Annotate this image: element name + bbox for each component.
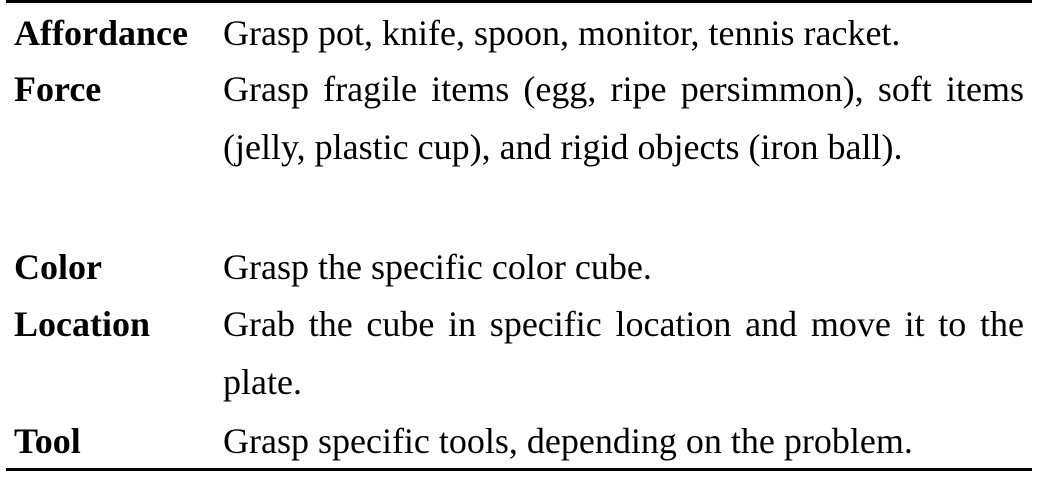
- task-table: Affordance Grasp pot, knife, spoon, moni…: [6, 0, 1032, 472]
- table-bottom-rule: [6, 468, 1032, 471]
- row-category: Color: [14, 247, 102, 287]
- row-category: Tool: [14, 421, 81, 461]
- row-description: Grasp specific tools, depending on the p…: [223, 421, 913, 461]
- row-description: Grab the cube in specific location and m…: [223, 304, 1024, 402]
- row-category: Location: [14, 304, 151, 344]
- row-description: Grasp the specific color cube.: [223, 247, 652, 287]
- table-top-rule: [6, 0, 1032, 3]
- row-description: Grasp pot, knife, spoon, monitor, tennis…: [223, 13, 901, 53]
- row-category: Force: [14, 69, 102, 109]
- row-description: Grasp fragile items (egg, ripe persimmon…: [223, 69, 1024, 167]
- row-category: Affordance: [14, 13, 188, 53]
